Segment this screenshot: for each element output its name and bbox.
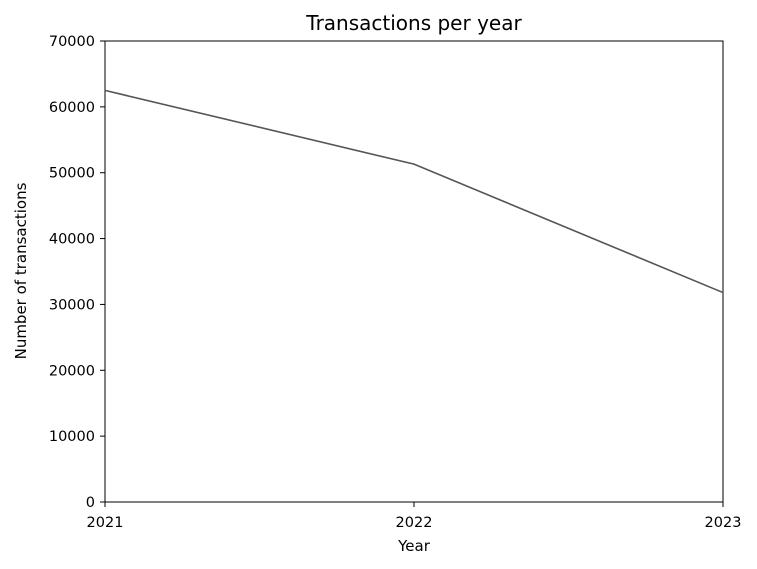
y-tick-label: 10000 xyxy=(49,429,95,445)
data-points xyxy=(104,89,724,294)
x-axis-label: Year xyxy=(397,537,431,555)
series-line xyxy=(104,89,724,294)
y-axis-label: Number of transactions xyxy=(12,182,30,359)
data-point xyxy=(722,291,724,294)
y-tick-label: 0 xyxy=(86,495,95,511)
y-tick-label: 60000 xyxy=(49,100,95,116)
y-tick-label: 70000 xyxy=(49,34,95,50)
y-tick-label: 30000 xyxy=(49,297,95,313)
y-tick-label: 20000 xyxy=(49,363,95,379)
data-point xyxy=(413,163,415,165)
y-tick-label: 50000 xyxy=(49,166,95,182)
data-point xyxy=(104,89,106,92)
x-tick-label: 2022 xyxy=(396,515,433,531)
plot-frame xyxy=(104,40,724,503)
y-axis-ticks: 0 10000 20000 30000 40000 50000 60000 70000 xyxy=(49,34,105,511)
x-axis-ticks: 2021 2022 2023 xyxy=(87,502,742,531)
x-tick-label: 2023 xyxy=(705,515,742,531)
x-tick-label: 2021 xyxy=(87,515,124,531)
y-tick-label: 40000 xyxy=(49,232,95,248)
chart-title: Transactions per year xyxy=(305,11,522,35)
